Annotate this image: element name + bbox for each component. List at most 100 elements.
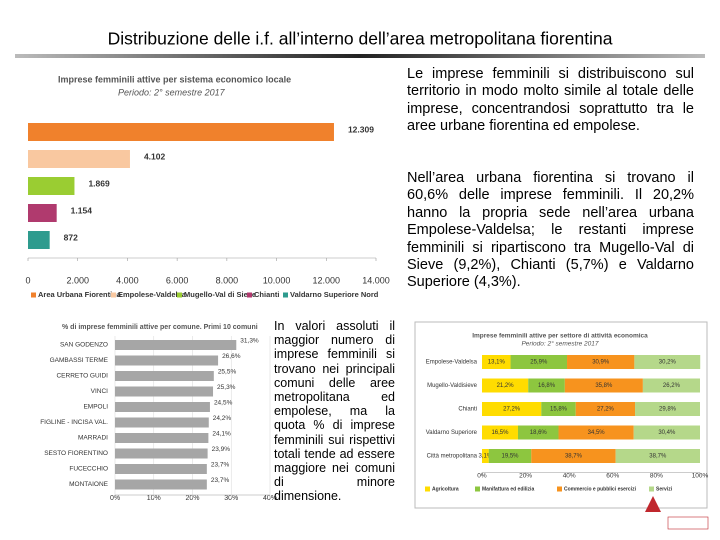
value-label: 19,5% <box>502 454 520 460</box>
y-tick-label: Valdarno Superiore <box>426 430 478 436</box>
x-tick-label: 14.000 <box>362 275 390 285</box>
value-label: 1.869 <box>88 178 110 188</box>
legend-swatch <box>177 292 182 298</box>
bar-segment <box>634 355 701 369</box>
x-tick-label: 4.000 <box>116 275 139 285</box>
value-label: 26,2% <box>663 383 681 389</box>
legend-swatch <box>283 292 288 298</box>
legend-label: Manifattura ed edilizia <box>482 486 534 492</box>
title-rule <box>15 54 705 58</box>
bar-segment <box>517 425 559 440</box>
y-tick-label: FUCECCHIO <box>69 466 108 473</box>
bar-segment <box>642 378 700 393</box>
bar <box>28 231 50 249</box>
value-label: 26,6% <box>222 353 241 360</box>
x-tick-label: 0% <box>477 473 487 480</box>
x-tick-label: 40% <box>263 495 277 502</box>
x-tick-label: 60% <box>606 473 619 480</box>
bar-segment <box>635 402 700 416</box>
value-label: 13,1% <box>488 360 506 366</box>
bar-segment <box>528 378 565 393</box>
y-tick-label: SESTO FIORENTINO <box>44 450 108 457</box>
bar-segment <box>615 449 700 463</box>
y-tick-label: CERRETO GUIDI <box>56 373 108 380</box>
bar <box>115 417 209 428</box>
bar <box>28 123 334 141</box>
value-label: 23,7% <box>211 462 230 469</box>
value-label: 30,2% <box>659 360 677 366</box>
y-tick-label: VINCI <box>91 388 109 395</box>
bar-segment <box>510 355 568 369</box>
legend-label: Empolese-Valdelsa <box>118 290 187 299</box>
y-tick-label: SAN GODENZO <box>60 342 108 349</box>
x-tick-label: 0% <box>110 495 120 502</box>
value-label: 27,2% <box>503 407 521 413</box>
bar-segment <box>488 449 532 463</box>
value-label: 1.154 <box>71 205 93 215</box>
bar-segment <box>531 449 616 463</box>
value-label: 21,2% <box>497 383 515 389</box>
legend-label: Area Urbana Fiorentina <box>38 290 122 299</box>
value-label: 29,8% <box>659 407 677 413</box>
bar <box>115 464 207 474</box>
value-label: 25,3% <box>217 384 236 391</box>
bar-segment <box>482 425 518 440</box>
paragraph: In valori assoluti il maggior numero di … <box>274 319 395 504</box>
x-tick-label: 0 <box>25 275 30 285</box>
value-label: 12.309 <box>348 124 374 134</box>
chart-subtitle: Periodo: 2° semestre 2017 <box>521 340 598 348</box>
bar-segment <box>482 378 529 393</box>
bar <box>115 355 219 366</box>
chart-subtitle: Periodo: 2° semestre 2017 <box>118 87 226 97</box>
x-tick-label: 80% <box>650 473 663 480</box>
value-label: 16,5% <box>491 430 509 436</box>
chart-title: Imprese femminili attive per settore di … <box>472 333 648 340</box>
x-tick-label: 8.000 <box>216 275 239 285</box>
legend-label: Servizi <box>656 486 673 492</box>
legend-swatch <box>557 486 562 492</box>
bar <box>115 479 207 490</box>
bar <box>115 340 237 350</box>
bar <box>115 402 210 412</box>
y-tick-label: GAMBASSI TERME <box>50 357 109 364</box>
x-tick-label: 20% <box>519 473 532 480</box>
x-tick-label: 10.000 <box>263 275 291 285</box>
value-label: 38,7% <box>565 454 583 460</box>
legend-label: Valdarno Superiore Nord <box>290 290 379 299</box>
legend-label: Commercio e pubblici esercizi <box>564 486 637 492</box>
bar <box>115 448 208 459</box>
bar-segment <box>558 425 634 440</box>
value-label: 34,5% <box>588 430 606 436</box>
logo <box>645 496 709 530</box>
bar <box>28 204 57 222</box>
slide-title: Distribuzione delle i.f. all’interno del… <box>108 29 613 49</box>
y-tick-label: Mugello-Valdisieve <box>427 383 478 389</box>
value-label: 872 <box>64 232 78 242</box>
value-label: 31,3% <box>240 338 259 345</box>
value-label: 27,2% <box>597 407 615 413</box>
y-tick-label: EMPOLI <box>83 404 108 411</box>
value-label: 25,5% <box>218 369 237 376</box>
bar <box>28 150 130 168</box>
paragraph: Nell’area urbana fiorentina si trovano i… <box>407 170 694 291</box>
legend-swatch <box>247 292 252 298</box>
x-tick-label: 12.000 <box>313 275 341 285</box>
bar <box>115 371 214 381</box>
x-tick-label: 30% <box>224 495 238 502</box>
value-label: 23,7% <box>211 477 230 484</box>
bar-segment <box>541 402 576 416</box>
x-tick-label: 10% <box>147 495 161 502</box>
value-label: 38,7% <box>649 454 667 460</box>
bar-segment <box>567 355 635 369</box>
bar <box>115 433 209 443</box>
y-tick-label: Empolese-Valdelsa <box>426 360 478 366</box>
x-tick-label: 40% <box>563 473 576 480</box>
value-label: 23,9% <box>212 446 231 453</box>
value-label: 30,4% <box>658 430 676 436</box>
legend-label: Mugello-Val di Sieve <box>184 290 256 299</box>
value-label: 16,8% <box>538 383 556 389</box>
value-label: 24,5% <box>214 400 233 407</box>
y-tick-label: Città metropolitana <box>427 454 478 460</box>
